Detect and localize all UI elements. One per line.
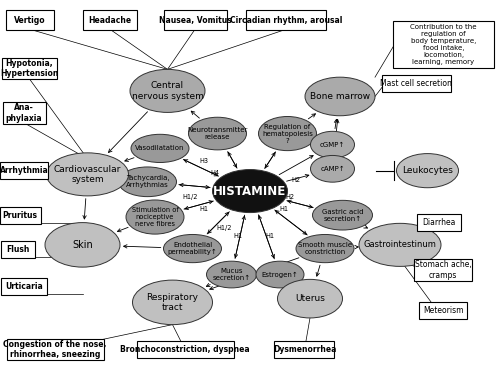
FancyBboxPatch shape — [393, 21, 494, 68]
Text: Gastric acid
secretion↑: Gastric acid secretion↑ — [322, 209, 363, 222]
Text: Ana-
phylaxia: Ana- phylaxia — [6, 104, 43, 123]
Text: Arrhythmia: Arrhythmia — [0, 166, 48, 175]
Text: Headache: Headache — [88, 16, 132, 25]
Ellipse shape — [396, 154, 458, 188]
Text: Vertigo: Vertigo — [14, 16, 46, 25]
Ellipse shape — [258, 116, 316, 151]
Text: Cardiovascular
system: Cardiovascular system — [54, 165, 121, 184]
FancyBboxPatch shape — [382, 75, 450, 92]
Ellipse shape — [305, 77, 375, 116]
Text: Vasodilatation: Vasodilatation — [135, 145, 185, 151]
Text: Nausea, Vomitus: Nausea, Vomitus — [158, 16, 232, 25]
Ellipse shape — [310, 131, 354, 158]
Text: Respiratory
tract: Respiratory tract — [146, 293, 199, 312]
Ellipse shape — [212, 170, 288, 213]
Text: Hypotonia,
Hypertension: Hypotonia, Hypertension — [0, 59, 58, 78]
FancyBboxPatch shape — [274, 341, 334, 358]
Text: Neurotransmitter
release: Neurotransmitter release — [188, 127, 248, 140]
Ellipse shape — [131, 134, 189, 162]
Text: Estrogen↑: Estrogen↑ — [262, 272, 298, 278]
Ellipse shape — [310, 155, 354, 182]
FancyBboxPatch shape — [136, 341, 234, 358]
FancyBboxPatch shape — [0, 162, 48, 179]
Ellipse shape — [296, 234, 354, 263]
Text: Stomach ache,
cramps: Stomach ache, cramps — [414, 260, 472, 280]
Text: Uterus: Uterus — [295, 294, 325, 303]
FancyBboxPatch shape — [2, 278, 46, 295]
Text: Endothelial
permeability↑: Endothelial permeability↑ — [168, 242, 218, 255]
Ellipse shape — [256, 261, 304, 288]
Ellipse shape — [164, 234, 222, 263]
FancyBboxPatch shape — [419, 302, 467, 319]
Text: H1: H1 — [280, 206, 288, 211]
FancyBboxPatch shape — [84, 10, 136, 30]
Text: Skin: Skin — [72, 240, 93, 250]
Text: H4: H4 — [210, 170, 220, 176]
Text: Leukocytes: Leukocytes — [402, 166, 453, 175]
FancyBboxPatch shape — [417, 214, 461, 231]
Text: Mast cell secretion: Mast cell secretion — [380, 79, 452, 88]
Ellipse shape — [126, 200, 184, 234]
Ellipse shape — [46, 153, 128, 196]
Text: Tachycardia,
Arrhythmias: Tachycardia, Arrhythmias — [126, 175, 170, 188]
Text: H1: H1 — [234, 233, 242, 239]
Text: H1/2: H1/2 — [216, 225, 232, 231]
Text: Diarrhea: Diarrhea — [422, 218, 456, 227]
Ellipse shape — [278, 279, 342, 318]
Ellipse shape — [206, 261, 256, 288]
FancyBboxPatch shape — [2, 58, 56, 79]
Text: Smooth muscle
constriction: Smooth muscle constriction — [298, 242, 352, 255]
Text: Bone marrow: Bone marrow — [310, 92, 370, 101]
Ellipse shape — [312, 200, 372, 230]
FancyBboxPatch shape — [164, 10, 226, 30]
Text: Urticaria: Urticaria — [5, 282, 43, 291]
Text: cGMP↑: cGMP↑ — [320, 142, 345, 148]
Text: Meteorism: Meteorism — [423, 306, 463, 315]
FancyBboxPatch shape — [2, 241, 34, 258]
Text: Contribution to the
regulation of
body temperature,
food intake,
locomotion,
lea: Contribution to the regulation of body t… — [410, 24, 477, 65]
Text: H2: H2 — [286, 194, 294, 200]
FancyBboxPatch shape — [246, 10, 326, 30]
Text: Regulation of
hematopoiesis
?: Regulation of hematopoiesis ? — [262, 124, 313, 144]
Text: Stimulation of
nociceptive
nerve fibres: Stimulation of nociceptive nerve fibres — [132, 207, 178, 227]
Text: H1: H1 — [266, 233, 274, 239]
Text: Gastrointestinum: Gastrointestinum — [364, 240, 436, 249]
Text: Pruritus: Pruritus — [2, 211, 37, 220]
Text: cAMP↑: cAMP↑ — [320, 166, 345, 172]
Ellipse shape — [359, 223, 441, 266]
Ellipse shape — [45, 223, 120, 267]
Ellipse shape — [132, 280, 212, 325]
Text: Mucus
secretion↑: Mucus secretion↑ — [212, 268, 250, 281]
Text: Circadian rhythm, arousal: Circadian rhythm, arousal — [230, 16, 342, 25]
FancyBboxPatch shape — [0, 207, 40, 224]
FancyBboxPatch shape — [2, 102, 46, 124]
Text: HISTAMINE: HISTAMINE — [214, 184, 286, 198]
FancyBboxPatch shape — [414, 259, 472, 281]
Ellipse shape — [188, 117, 246, 150]
FancyBboxPatch shape — [6, 339, 103, 360]
Text: Congestion of the nose,
rhinorrhea, sneezing: Congestion of the nose, rhinorrhea, snee… — [4, 340, 106, 359]
FancyBboxPatch shape — [6, 10, 54, 30]
Ellipse shape — [118, 167, 176, 197]
Text: Dysmenorrhea: Dysmenorrhea — [273, 345, 336, 354]
Text: H2: H2 — [292, 177, 300, 183]
Text: Bronchoconstriction, dyspnea: Bronchoconstriction, dyspnea — [120, 345, 250, 354]
Text: H1/2: H1/2 — [182, 194, 198, 200]
Text: Flush: Flush — [6, 245, 30, 254]
Ellipse shape — [130, 69, 205, 112]
Text: H3: H3 — [200, 158, 208, 164]
Text: Central
nervous system: Central nervous system — [132, 81, 204, 101]
Text: H1: H1 — [200, 206, 208, 211]
